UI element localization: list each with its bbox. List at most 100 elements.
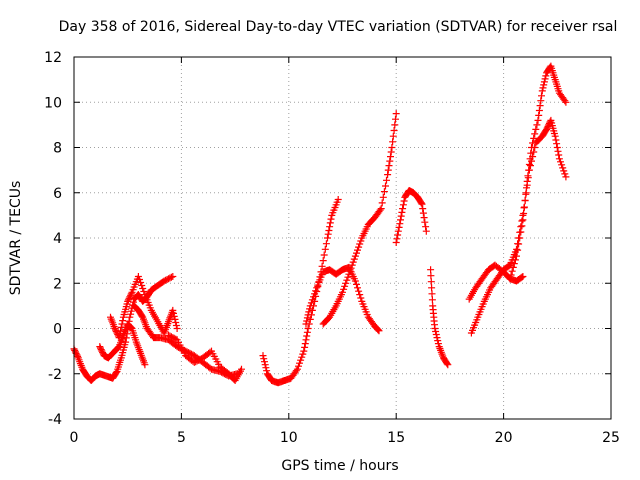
data-point xyxy=(380,188,388,196)
y-tick-label: 10 xyxy=(44,95,62,111)
data-point xyxy=(117,327,124,335)
data-point xyxy=(170,312,178,320)
data-point xyxy=(319,257,327,265)
data-point xyxy=(344,273,352,281)
data-point xyxy=(561,97,569,105)
data-point xyxy=(523,184,530,192)
y-tick-label: 2 xyxy=(53,276,62,292)
data-point xyxy=(303,332,311,340)
data-point xyxy=(327,215,335,223)
data-point xyxy=(302,320,310,328)
data-point xyxy=(540,78,548,86)
data-point xyxy=(348,261,356,269)
data-point xyxy=(557,158,564,166)
axis-ticks: 0 5 10 15 20 25 -4 -2 0 2 4 6 8 10 12 xyxy=(44,50,620,446)
data-point xyxy=(544,122,552,130)
data-point xyxy=(546,118,554,126)
data-point xyxy=(137,279,145,286)
data-point xyxy=(516,234,524,242)
data-point xyxy=(519,273,527,280)
data-point xyxy=(385,162,393,170)
data-point xyxy=(510,260,518,268)
data-point xyxy=(523,177,531,185)
y-tick-label: 4 xyxy=(53,231,62,247)
data-point xyxy=(417,199,425,207)
data-marks xyxy=(70,62,570,387)
data-point xyxy=(324,234,331,242)
data-point xyxy=(428,296,436,304)
data-point xyxy=(350,255,358,263)
data-point xyxy=(530,134,538,142)
data-point xyxy=(427,266,435,274)
data-point xyxy=(561,170,569,178)
data-point xyxy=(396,220,404,228)
data-point xyxy=(356,291,364,299)
data-point xyxy=(134,273,142,280)
data-point xyxy=(167,273,175,281)
data-point xyxy=(432,331,440,338)
data-point xyxy=(138,282,146,289)
data-point xyxy=(171,315,179,323)
data-point xyxy=(552,136,560,144)
data-point xyxy=(444,361,452,369)
y-tick-label: 6 xyxy=(53,186,62,202)
data-point xyxy=(347,264,355,272)
data-point xyxy=(119,317,127,325)
data-point xyxy=(518,222,526,230)
data-point xyxy=(386,157,394,165)
data-point xyxy=(541,75,549,83)
data-point xyxy=(172,319,180,326)
data-point xyxy=(433,334,441,342)
data-point xyxy=(419,209,427,217)
data-point xyxy=(513,252,520,260)
series-arc-12 xyxy=(467,116,570,337)
data-point xyxy=(299,350,307,358)
data-point xyxy=(559,164,567,172)
data-point xyxy=(324,230,332,238)
data-point xyxy=(542,72,550,80)
y-tick-label: 0 xyxy=(53,322,62,338)
data-point xyxy=(238,365,245,373)
data-point xyxy=(394,227,402,235)
data-point xyxy=(127,324,135,332)
data-point xyxy=(97,346,105,354)
series-arc-13 xyxy=(506,62,570,283)
data-point xyxy=(306,302,314,310)
data-point xyxy=(71,348,79,356)
grid-layer xyxy=(74,57,611,419)
data-point xyxy=(260,355,268,363)
data-point xyxy=(418,200,426,208)
data-point xyxy=(525,161,533,168)
data-point xyxy=(379,193,387,201)
data-point xyxy=(346,267,354,275)
data-point xyxy=(432,328,440,335)
data-point xyxy=(172,322,180,329)
series-arc-3 xyxy=(107,273,181,342)
data-point xyxy=(560,167,568,175)
data-point xyxy=(389,132,397,140)
data-point xyxy=(357,294,365,302)
data-point xyxy=(553,144,561,151)
data-point xyxy=(126,293,134,301)
data-point xyxy=(374,326,382,334)
data-point xyxy=(394,231,402,239)
data-point xyxy=(535,111,543,119)
series-arc-8 xyxy=(319,110,400,328)
y-axis-label: SDTVAR / TECUs xyxy=(8,181,24,296)
data-point xyxy=(298,353,306,361)
data-point xyxy=(375,327,383,335)
data-point xyxy=(118,320,126,328)
data-point xyxy=(138,312,146,320)
data-point xyxy=(428,290,436,298)
series-arc-2 xyxy=(96,320,149,369)
data-point xyxy=(562,173,570,181)
data-point xyxy=(301,340,309,348)
data-point xyxy=(261,361,269,369)
data-point xyxy=(543,125,551,133)
data-point xyxy=(528,144,535,151)
data-point xyxy=(540,81,548,89)
data-point xyxy=(520,203,528,211)
data-point xyxy=(122,338,130,346)
x-tick-label: 10 xyxy=(280,430,298,446)
